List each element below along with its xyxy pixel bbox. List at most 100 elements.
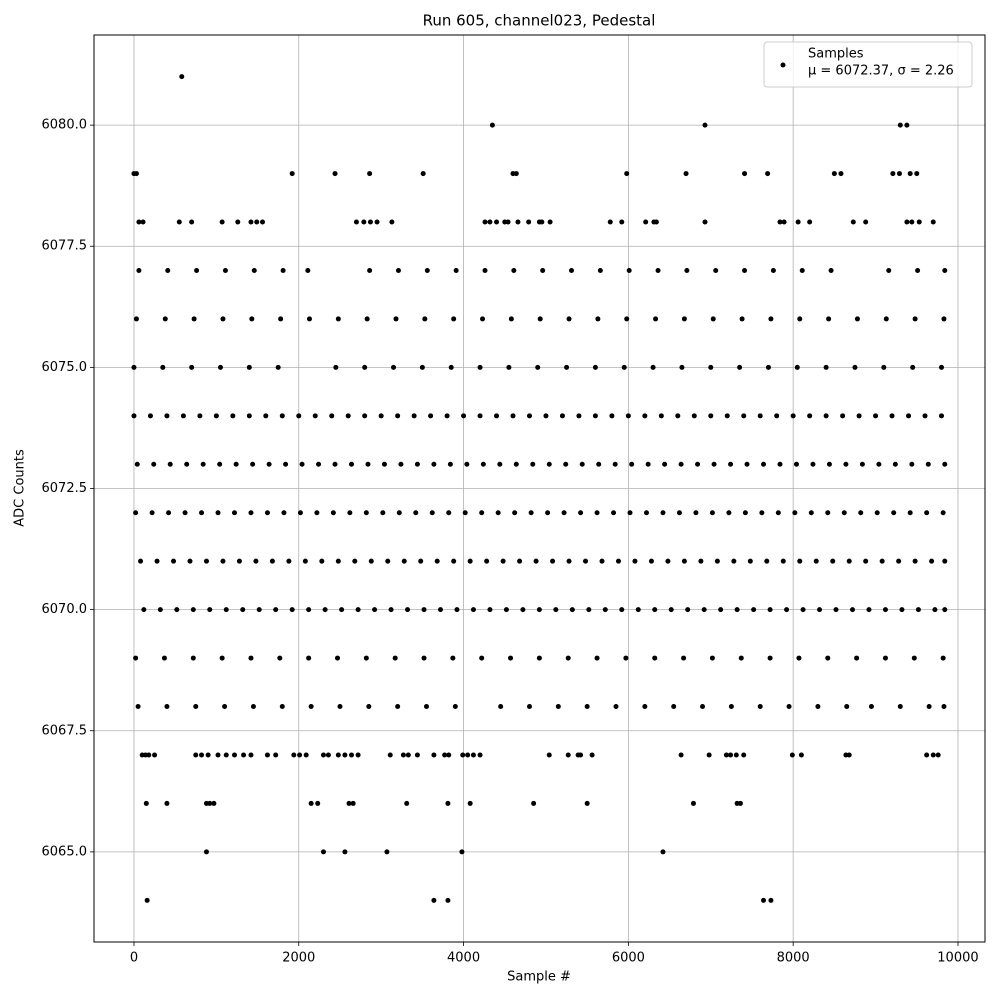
data-point [599,558,605,564]
data-point [890,171,896,177]
data-point [876,461,882,467]
data-point [800,607,806,613]
data-point [437,607,443,613]
data-point [362,413,368,419]
data-point [332,171,338,177]
data-point [421,655,427,661]
data-point [355,752,361,758]
y-axis-label: ADC Counts [13,449,28,527]
data-point [308,704,314,710]
data-point [223,607,229,613]
data-point [421,607,427,613]
data-point [477,413,483,419]
data-point [757,704,763,710]
data-point [395,267,401,273]
data-point [854,316,860,322]
data-point [405,752,411,758]
data-point [915,607,921,613]
data-point [607,219,613,225]
data-point [629,461,635,467]
data-point [396,510,402,516]
data-point [775,510,781,516]
data-point [907,171,913,177]
data-point [660,849,666,855]
data-point [365,461,371,467]
data-point [391,364,397,370]
data-point [883,316,889,322]
data-point [584,800,590,806]
data-point [193,704,199,710]
data-point [930,219,936,225]
data-point [825,655,831,661]
data-point [346,800,352,806]
data-point [205,752,211,758]
data-point [767,607,773,613]
data-point [744,461,750,467]
data-point [164,800,170,806]
data-point [891,510,897,516]
data-point [904,219,910,225]
data-point [231,510,237,516]
data-point [275,364,281,370]
data-point [368,558,374,564]
data-point [217,364,223,370]
data-point [251,267,257,273]
data-point [431,461,437,467]
data-point [266,461,272,467]
data-point [487,607,493,613]
data-point [503,607,509,613]
y-tick-label: 6075.0 [42,360,88,375]
data-point [731,558,737,564]
data-point [711,461,717,467]
data-point [517,558,523,564]
data-point [167,461,173,467]
data-point [389,219,395,225]
data-point [401,558,407,564]
data-point [733,752,739,758]
data-point [530,461,536,467]
data-point [856,413,862,419]
data-point [306,316,312,322]
data-point [160,364,166,370]
data-point [915,267,921,273]
data-point [454,607,460,613]
data-point [452,704,458,710]
data-point [594,510,600,516]
data-point [702,122,708,128]
data-point [793,461,799,467]
y-tick-label: 6067.5 [42,723,88,738]
data-point [794,364,800,370]
data-point [565,655,571,661]
data-point [938,413,944,419]
data-point [879,558,885,564]
data-point [329,413,335,419]
data-point [724,413,730,419]
data-point [269,558,275,564]
data-point [807,413,813,419]
data-point [296,413,302,419]
data-point [297,752,303,758]
data-point [536,655,542,661]
data-point [305,267,311,273]
data-point [337,704,343,710]
data-point [367,171,373,177]
data-point [350,800,356,806]
data-point [445,800,451,806]
data-point [808,510,814,516]
data-point [319,558,325,564]
data-point [411,413,417,419]
data-point [813,558,819,564]
data-point [366,704,372,710]
data-point [434,558,440,564]
data-point [281,510,287,516]
data-point [546,752,552,758]
data-point [671,704,677,710]
data-point [559,413,565,419]
data-point [372,607,378,613]
data-point [136,219,142,225]
data-point [866,607,872,613]
data-point [709,510,715,516]
data-point [761,897,767,903]
data-point [187,558,193,564]
data-point [442,752,448,758]
